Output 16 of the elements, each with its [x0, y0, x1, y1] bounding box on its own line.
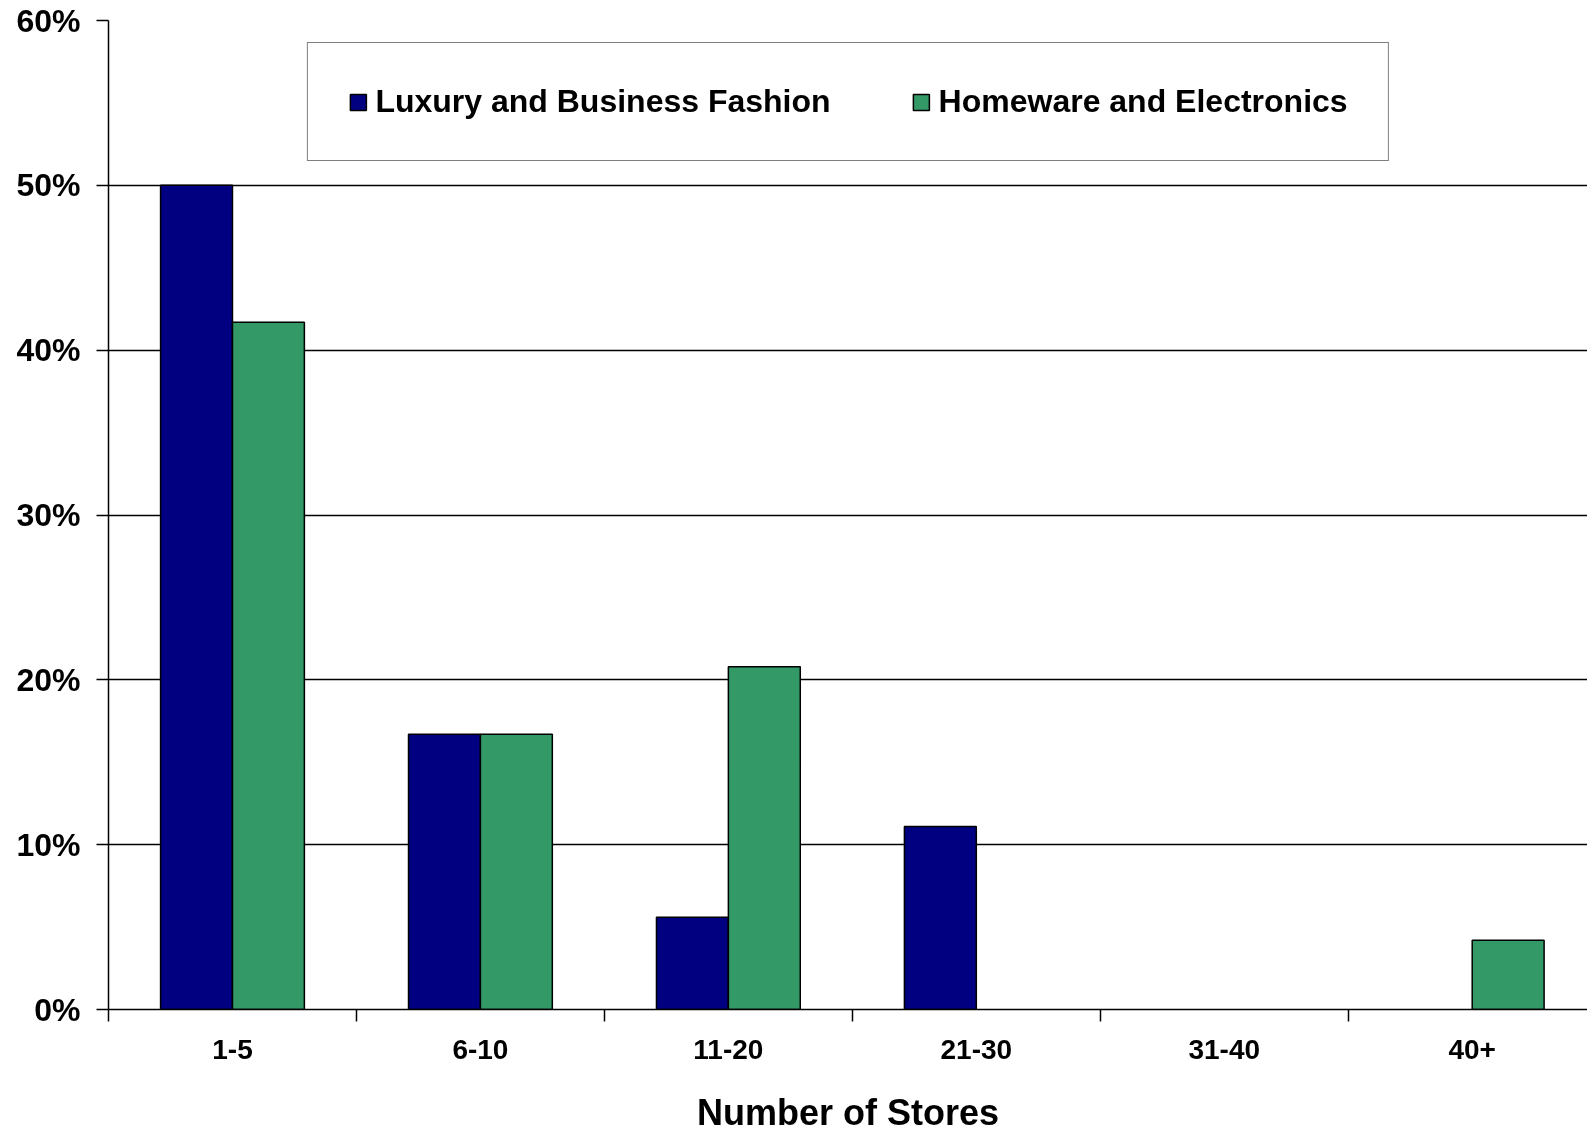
y-tick-label: 60% — [16, 2, 81, 39]
x-tick-label: 21-30 — [940, 1033, 1013, 1065]
legend-label: Luxury and Business Fashion — [375, 83, 831, 120]
y-tick-label: 0% — [34, 991, 81, 1028]
x-tick-label: 11-20 — [693, 1033, 764, 1065]
x-tick-label: 6-10 — [452, 1033, 509, 1065]
legend-label: Homeware and Electronics — [938, 83, 1348, 120]
x-axis-title: Number of Stores — [696, 1091, 1000, 1133]
y-tick-label: 20% — [16, 661, 81, 698]
y-tick-label: 40% — [16, 332, 81, 369]
x-tick-label: 1-5 — [212, 1033, 253, 1065]
y-tick-label: 30% — [16, 497, 81, 533]
x-tick-label: 40+ — [1448, 1033, 1496, 1065]
y-tick-label: 10% — [16, 826, 81, 863]
x-tick-label: 31-40 — [1188, 1033, 1261, 1065]
y-tick-label: 50% — [16, 167, 81, 204]
